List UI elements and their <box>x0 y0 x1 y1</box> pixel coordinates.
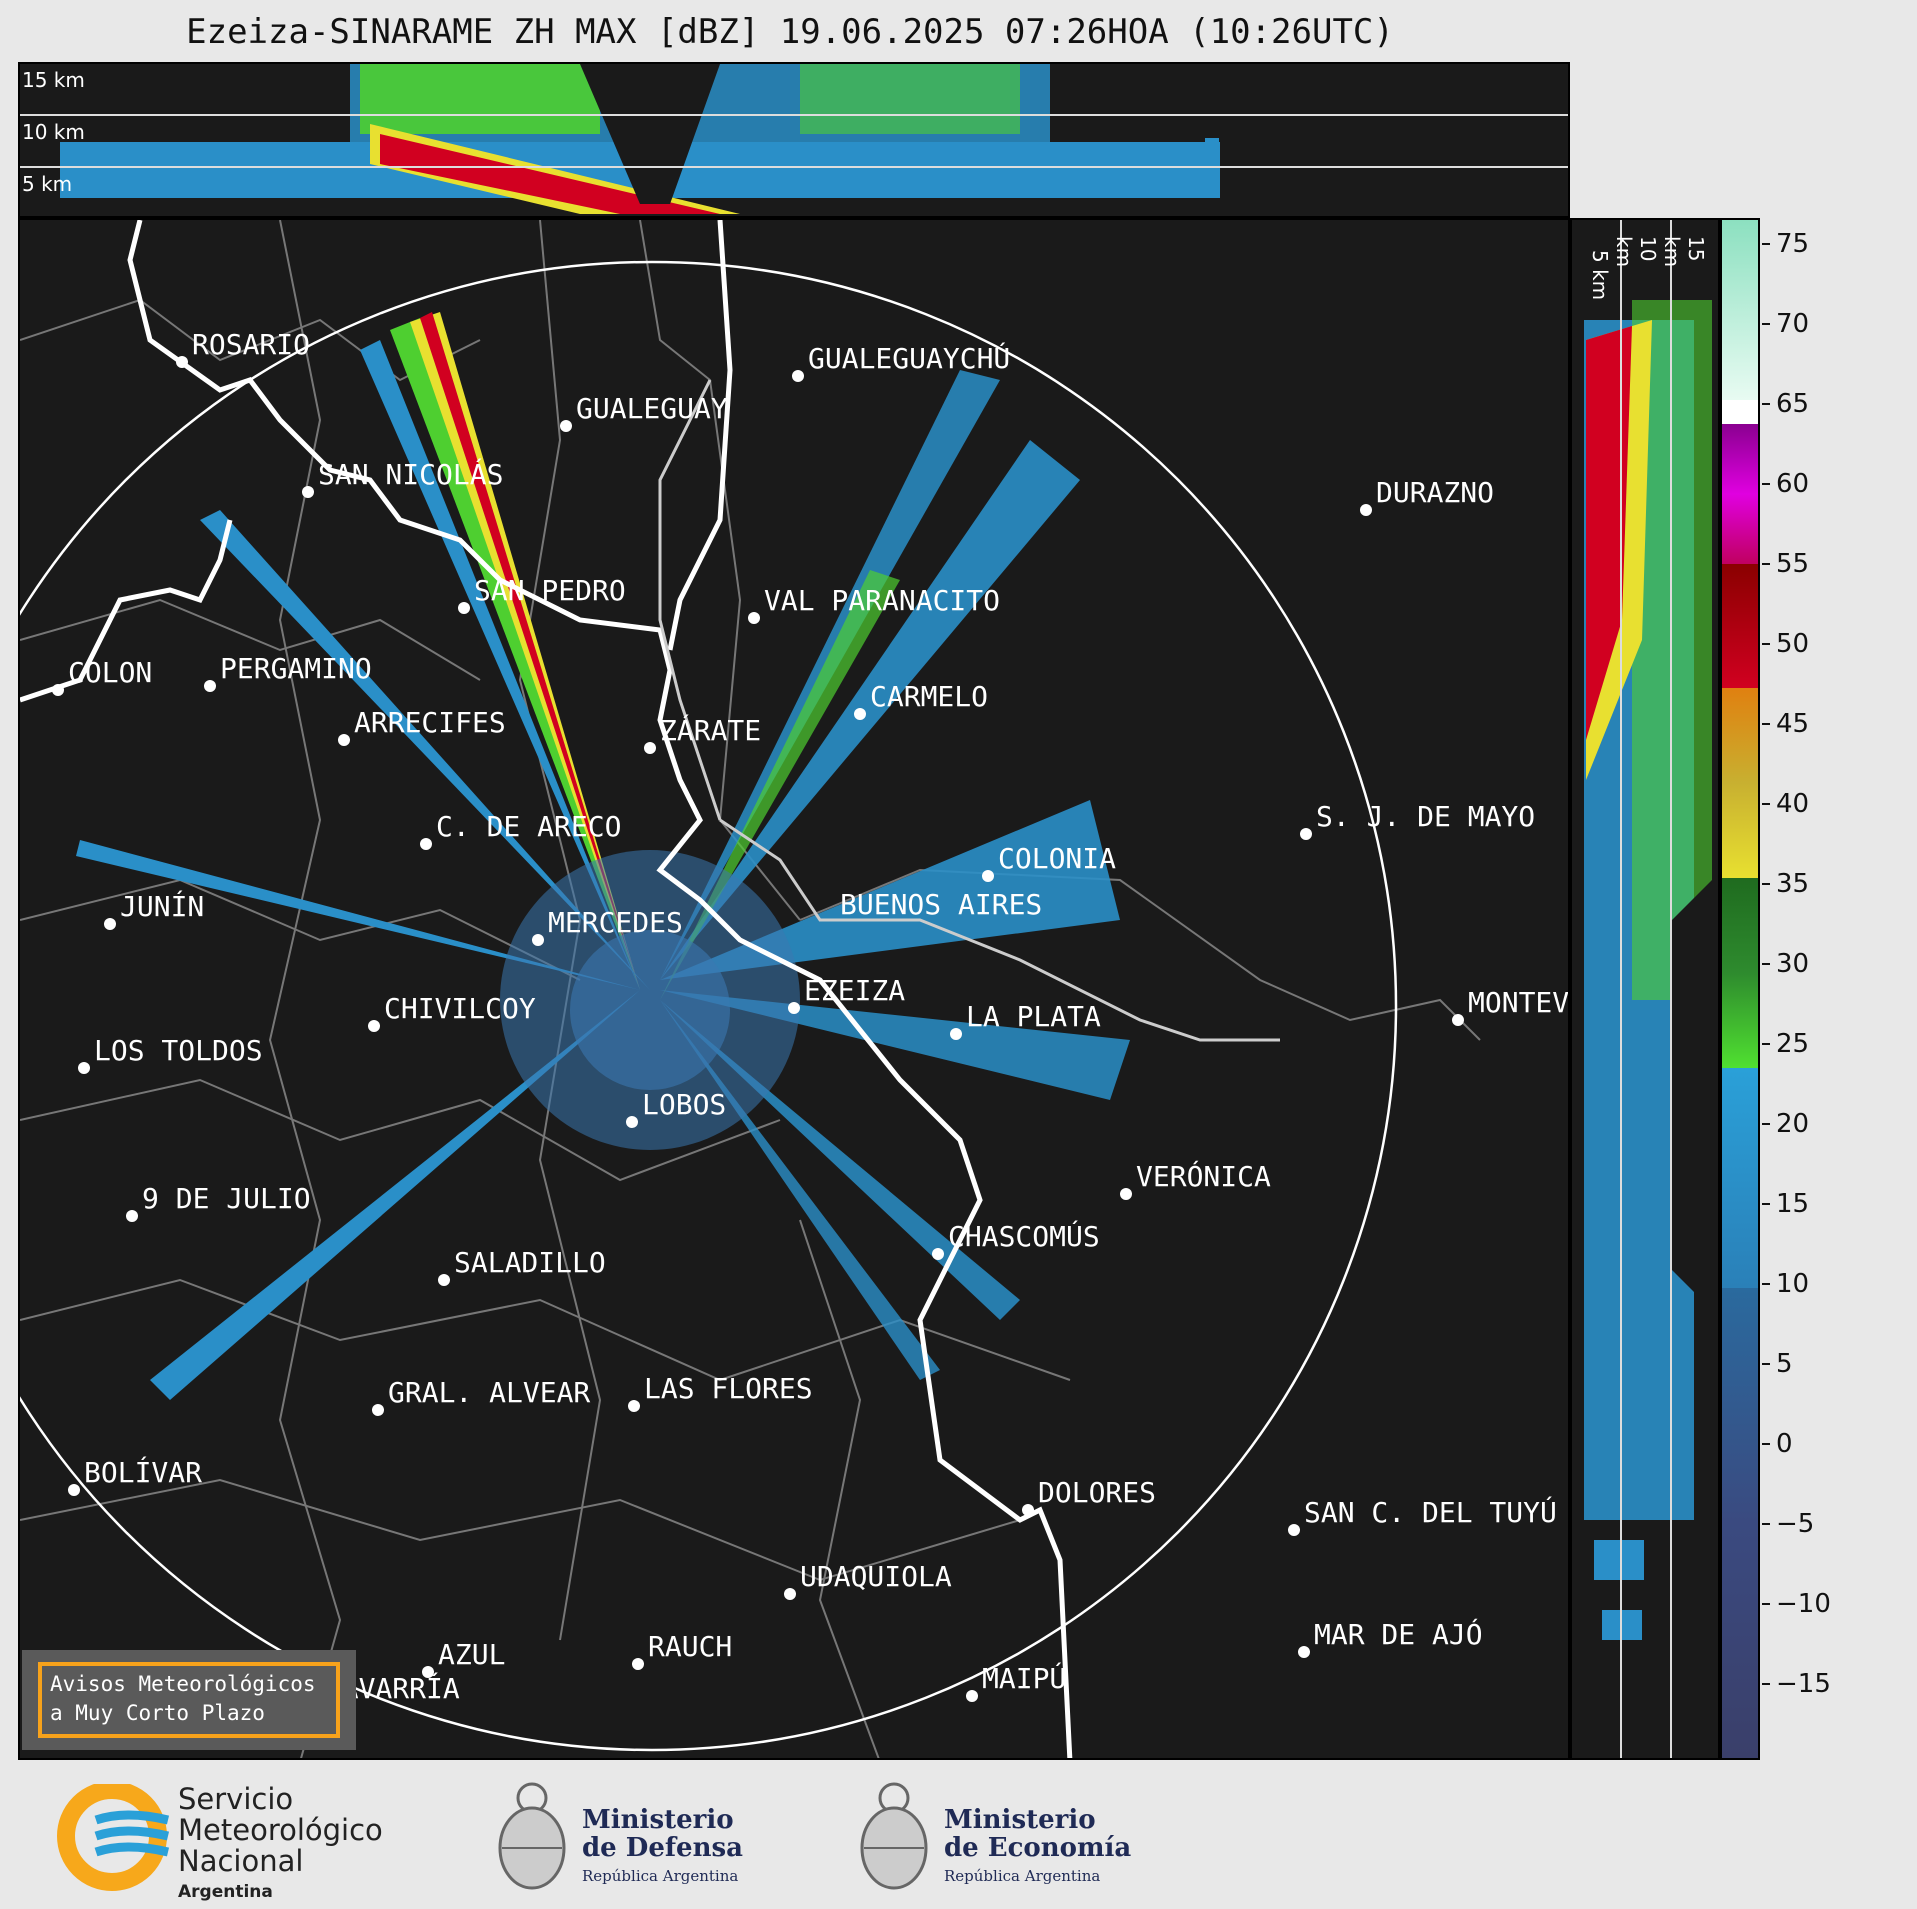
footer: Servicio Meteorológico Nacional Argentin… <box>0 1762 1917 1909</box>
alerts-notice-box[interactable]: Avisos Meteorológicos a Muy Corto Plazo <box>38 1662 340 1738</box>
chart-title: Ezeiza-SINARAME ZH MAX [dBZ] 19.06.2025 … <box>186 12 1394 52</box>
colorbar-band-light-green <box>1722 220 1758 400</box>
side-cross-section-panel: 5 km 10 km 15 km <box>1570 218 1720 1760</box>
colorbar-band-magenta <box>1722 424 1758 564</box>
coastline <box>20 220 1073 1758</box>
defensa-shield-icon <box>498 1782 566 1890</box>
radar-echoes <box>76 312 1130 1400</box>
side-alt-label-5km: 5 km <box>1588 250 1612 301</box>
colorbar-band-navy <box>1722 1288 1758 1758</box>
top-alt-label-10km: 10 km <box>22 120 85 144</box>
side-alt-label-10km: 10 km <box>1612 236 1660 268</box>
colorbar-band-white <box>1722 400 1758 424</box>
economia-logo-text: Ministerio de Economía República Argenti… <box>944 1805 1132 1885</box>
colorbar-band-red <box>1722 564 1758 688</box>
smn-logo-icon <box>57 1784 170 1891</box>
colorbar-band-yellow <box>1722 688 1758 878</box>
colorbar-band-blue <box>1722 1068 1758 1288</box>
radar-map-graphics <box>20 220 1481 1758</box>
economia-shield-icon <box>860 1782 928 1890</box>
alerts-notice[interactable]: Avisos Meteorológicos a Muy Corto Plazo <box>22 1650 356 1750</box>
top-cross-section-echoes <box>60 64 1220 214</box>
smn-logo-text: Servicio Meteorológico Nacional Argentin… <box>178 1782 383 1903</box>
defensa-logo-text: Ministerio de Defensa República Argentin… <box>582 1805 743 1885</box>
radar-map: ROSARIO GUALEGUAYCHÚ GUALEGUAY SAN NICOL… <box>18 218 1570 1760</box>
range-ring <box>20 260 1398 1752</box>
top-alt-label-5km: 5 km <box>22 172 73 196</box>
notice-line-2: a Muy Corto Plazo <box>50 1701 265 1725</box>
colorbar <box>1720 218 1760 1760</box>
rivers <box>658 379 1280 1042</box>
side-alt-label-15km: 15 km <box>1660 236 1708 268</box>
colorbar-band-green <box>1722 878 1758 1068</box>
top-alt-label-15km: 15 km <box>22 68 85 92</box>
side-cross-section-echoes <box>1584 300 1718 1640</box>
top-cross-section-panel: 15 km 10 km 5 km <box>18 62 1570 218</box>
notice-line-1: Avisos Meteorológicos <box>50 1672 316 1696</box>
